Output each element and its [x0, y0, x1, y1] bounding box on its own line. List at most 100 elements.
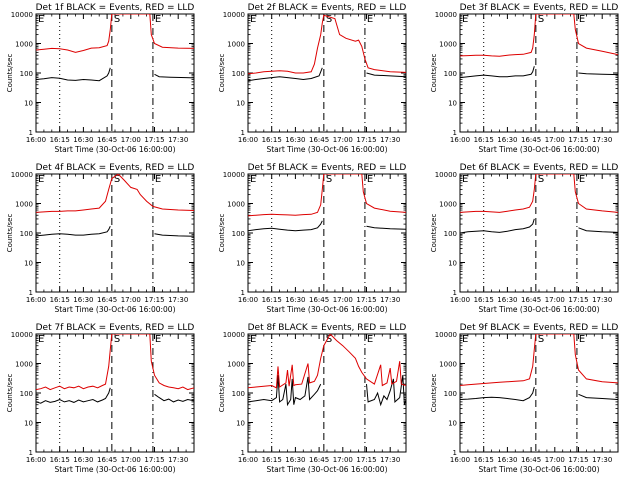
- y-axis-label: Counts/sec: [218, 374, 226, 413]
- x-tick-label: 16:00: [26, 456, 46, 464]
- x-tick-label: 16:30: [497, 136, 517, 144]
- x-tick-label: 17:15: [568, 136, 588, 144]
- y-tick-label: 10000: [435, 331, 457, 339]
- marker-label: E: [367, 14, 373, 25]
- x-tick-label: 17:00: [121, 136, 141, 144]
- x-tick-label: 17:15: [356, 296, 376, 304]
- chart-title: Det 3f BLACK = Events, RED = LLD: [460, 3, 619, 13]
- events-series-line: [460, 218, 618, 234]
- x-axis-label: Start Time (30-Oct-06 16:00:00): [54, 465, 175, 474]
- x-tick-label: 16:30: [73, 456, 93, 464]
- x-tick-label: 16:00: [238, 456, 258, 464]
- x-tick-label: 16:45: [309, 296, 329, 304]
- y-tick-label: 10: [236, 100, 245, 108]
- marker-label: S: [114, 14, 120, 25]
- marker-label: E: [155, 334, 161, 345]
- chart-panel: Det 5f BLACK = Events, RED = LLD 1 10 100 10…: [218, 163, 407, 314]
- x-tick-label: 16:45: [97, 296, 117, 304]
- marker-label: E: [367, 174, 373, 185]
- x-axis-label: Start Time (30-Oct-06 16:00:00): [54, 145, 175, 154]
- y-axis-label: Counts/sec: [218, 54, 226, 93]
- y-tick-label: 10: [236, 420, 245, 428]
- x-tick-label: 16:00: [26, 296, 46, 304]
- x-tick-label: 16:15: [474, 456, 494, 464]
- x-tick-label: 16:15: [50, 296, 70, 304]
- x-tick-label: 17:30: [380, 456, 400, 464]
- x-tick-label: 16:30: [497, 456, 517, 464]
- y-tick-label: 1000: [439, 201, 457, 209]
- y-tick-label: 10: [448, 260, 457, 268]
- x-tick-label: 16:30: [73, 296, 93, 304]
- y-axis-label: Counts/sec: [6, 214, 14, 253]
- y-tick-label: 1: [241, 129, 245, 137]
- y-tick-label: 1: [453, 129, 457, 137]
- x-tick-label: 16:15: [474, 136, 494, 144]
- y-tick-label: 100: [444, 70, 457, 78]
- y-axis-label: Counts/sec: [430, 54, 438, 93]
- x-tick-label: 16:00: [450, 456, 470, 464]
- x-tick-label: 16:45: [521, 296, 541, 304]
- x-tick-label: 16:30: [497, 296, 517, 304]
- y-tick-label: 10000: [223, 171, 245, 179]
- x-tick-label: 16:45: [309, 136, 329, 144]
- marker-label: S: [326, 174, 332, 185]
- x-tick-label: 17:15: [356, 456, 376, 464]
- x-tick-label: 16:30: [73, 136, 93, 144]
- marker-label: E: [38, 334, 44, 345]
- x-tick-label: 16:15: [262, 296, 282, 304]
- x-tick-label: 16:30: [285, 136, 305, 144]
- marker-label: S: [326, 14, 332, 25]
- chart-panel: Det 4f BLACK = Events, RED = LLD 1 10 100 10…: [6, 163, 195, 314]
- y-tick-label: 100: [444, 230, 457, 238]
- y-tick-label: 1000: [15, 201, 33, 209]
- y-tick-label: 10000: [11, 331, 33, 339]
- y-tick-label: 10000: [11, 171, 33, 179]
- x-tick-label: 17:00: [545, 296, 565, 304]
- lld-series-line: [36, 174, 194, 213]
- x-tick-label: 16:45: [97, 456, 117, 464]
- chart-title: Det 2f BLACK = Events, RED = LLD: [248, 3, 407, 13]
- events-series-line: [460, 386, 618, 402]
- marker-label: E: [38, 14, 44, 25]
- x-axis-label: Start Time (30-Oct-06 16:00:00): [266, 145, 387, 154]
- marker-label: S: [538, 174, 544, 185]
- x-tick-label: 16:15: [262, 456, 282, 464]
- y-tick-label: 1000: [227, 361, 245, 369]
- marker-label: E: [155, 14, 161, 25]
- y-tick-label: 100: [20, 230, 33, 238]
- chart-panel: Det 2f BLACK = Events, RED = LLD 1 10 100 10…: [218, 3, 407, 154]
- chart-title: Det 7f BLACK = Events, RED = LLD: [36, 323, 195, 333]
- marker-label: E: [462, 174, 468, 185]
- chart-title: Det 4f BLACK = Events, RED = LLD: [36, 163, 195, 173]
- chart-panel: Det 3f BLACK = Events, RED = LLD 1 10 100 10…: [430, 3, 619, 154]
- x-tick-label: 17:30: [592, 296, 612, 304]
- events-series-line: [36, 387, 194, 404]
- events-series-line: [460, 66, 618, 79]
- y-tick-label: 100: [444, 390, 457, 398]
- x-tick-label: 16:45: [521, 136, 541, 144]
- y-tick-label: 1: [241, 289, 245, 297]
- chart-title: Det 9f BLACK = Events, RED = LLD: [460, 323, 619, 333]
- x-tick-label: 17:30: [380, 136, 400, 144]
- x-tick-label: 17:30: [592, 136, 612, 144]
- x-tick-label: 16:45: [97, 136, 117, 144]
- y-tick-label: 100: [232, 390, 245, 398]
- events-series-line: [36, 225, 194, 237]
- lld-series-line: [36, 14, 194, 53]
- x-tick-label: 17:00: [333, 296, 353, 304]
- chart-panel: Det 1f BLACK = Events, RED = LLD 1 10 100 10…: [6, 3, 195, 154]
- lld-series-line: [460, 334, 618, 386]
- marker-label: E: [367, 334, 373, 345]
- x-tick-label: 16:00: [450, 296, 470, 304]
- x-tick-label: 17:15: [144, 456, 164, 464]
- y-tick-label: 1000: [227, 41, 245, 49]
- y-axis-label: Counts/sec: [430, 374, 438, 413]
- marker-label: E: [462, 14, 468, 25]
- x-tick-label: 17:15: [568, 456, 588, 464]
- y-tick-label: 100: [20, 70, 33, 78]
- chart-panel: Det 6f BLACK = Events, RED = LLD 1 10 100 10…: [430, 163, 619, 314]
- marker-label: E: [38, 174, 44, 185]
- marker-label: E: [250, 14, 256, 25]
- y-tick-label: 10: [448, 420, 457, 428]
- x-tick-label: 16:00: [450, 136, 470, 144]
